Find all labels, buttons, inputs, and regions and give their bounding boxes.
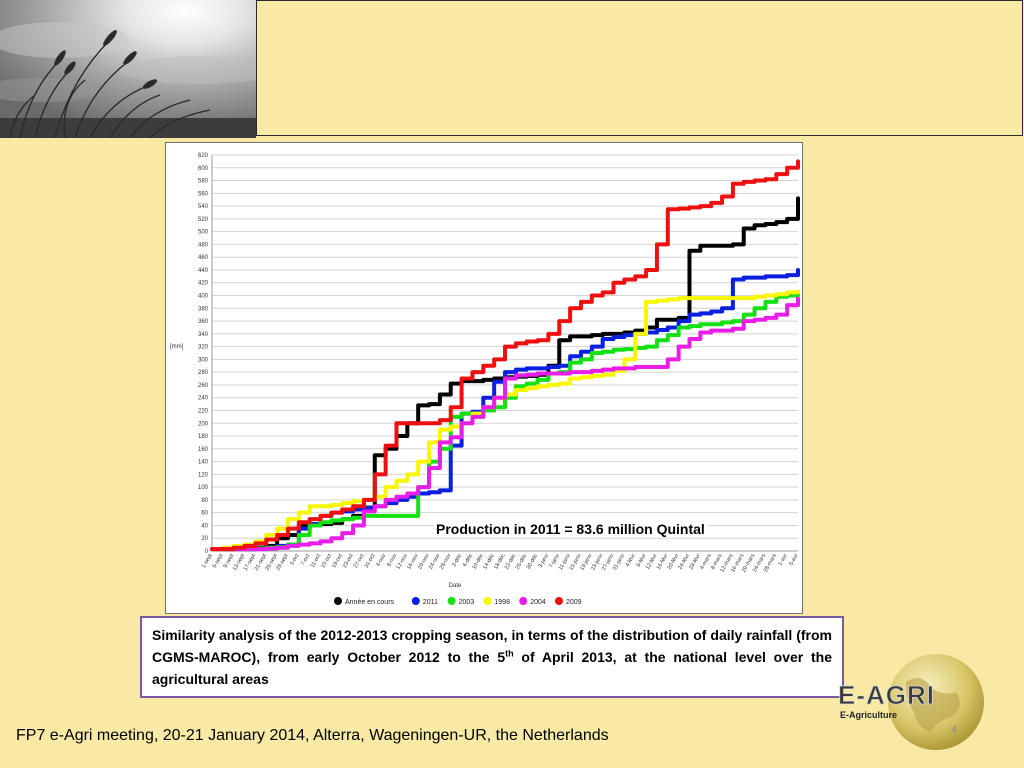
series-line [210, 159, 800, 552]
y-axis-label: [mm] [170, 344, 184, 350]
y-tick-label: 480 [198, 242, 209, 248]
y-tick-label: 100 [198, 485, 209, 491]
y-tick-label: 440 [198, 268, 209, 274]
y-tick-label: 400 [198, 294, 209, 300]
x-tick-label: 5-avr [788, 553, 800, 567]
e-agri-logo-graphic: E-AGRI E-Agriculture [838, 654, 984, 750]
x-tick-label: 1-avr [777, 553, 789, 567]
legend-label: 2009 [566, 599, 582, 606]
logo-subtitle: E-Agriculture [840, 710, 897, 720]
series-line [210, 267, 800, 552]
y-tick-label: 160 [198, 447, 209, 453]
legend-marker [411, 597, 420, 605]
legend-marker [555, 597, 563, 605]
series-line [210, 296, 800, 552]
legend-label: 2004 [530, 599, 546, 606]
chart-caption: Similarity analysis of the 2012-2013 cro… [140, 616, 844, 698]
y-tick-label: 200 [198, 421, 209, 427]
y-tick-label: 560 [198, 191, 209, 197]
series-line [210, 290, 800, 552]
legend-marker [447, 597, 456, 605]
legend-marker [519, 597, 528, 605]
x-tick-label: 28-nov [439, 553, 453, 571]
y-tick-label: 500 [198, 230, 209, 236]
legend-label: Année en cours [345, 599, 395, 606]
y-tick-label: 80 [201, 498, 208, 504]
y-tick-label: 420 [198, 281, 209, 287]
x-tick-label: 31-oct [364, 553, 377, 570]
y-tick-label: 220 [198, 408, 209, 414]
legend-label: 2003 [459, 599, 475, 606]
y-tick-label: 280 [198, 370, 209, 376]
y-tick-label: 260 [198, 383, 209, 389]
slide-title-box [256, 0, 1023, 136]
y-tick-label: 340 [198, 332, 209, 338]
y-tick-label: 60 [201, 511, 208, 517]
x-tick-label: 30-déc [526, 553, 540, 571]
x-tick-label: 7-oct [300, 553, 312, 567]
y-tick-label: 120 [198, 472, 209, 478]
legend-label: 2011 [423, 599, 438, 606]
legend-marker [483, 597, 492, 605]
logo-text: E-AGRI [838, 680, 935, 710]
footer-text: FP7 e-Agri meeting, 20-21 January 2014, … [16, 727, 609, 744]
y-tick-label: 240 [198, 396, 209, 402]
y-tick-label: 380 [198, 306, 209, 312]
caption-text-part1: Similarity analysis of the 2012-2013 cro… [152, 627, 832, 665]
rainfall-chart: 0 20 40 60 80 100 120 140 160 180 200 220 240 260 280 3… [165, 142, 803, 614]
production-annotation: Production in 2011 = 83.6 million Quinta… [434, 521, 707, 537]
y-tick-label: 300 [198, 357, 209, 363]
x-tick-label: 3-oct [289, 553, 301, 567]
legend-marker [334, 597, 342, 605]
y-tick-label: 40 [201, 523, 208, 529]
y-tick-label: 0 [205, 549, 209, 555]
y-tick-label: 140 [198, 460, 209, 466]
y-tick-label: 360 [198, 319, 209, 325]
caption-text-part2: of April 2013, at the national level ove… [152, 649, 833, 687]
y-tick-label: 580 [198, 179, 209, 185]
y-tick-label: 20 [201, 536, 208, 542]
x-axis-label: Date [449, 583, 462, 589]
y-tick-label: 540 [198, 204, 209, 210]
y-tick-label: 620 [198, 153, 209, 159]
y-tick-label: 320 [198, 345, 209, 351]
e-agri-logo: E-AGRI E-Agriculture [836, 652, 996, 752]
y-tick-label: 180 [198, 434, 209, 440]
wheat-field-photo [0, 0, 256, 138]
slide-number: 4 [951, 724, 958, 736]
rainfall-chart-svg: 0 20 40 60 80 100 120 140 160 180 200 220 240 260 280 3… [170, 153, 800, 606]
y-tick-label: 460 [198, 255, 209, 261]
wheat-field-image [0, 0, 256, 138]
y-tick-label: 520 [198, 217, 209, 223]
legend-label: 1998 [494, 599, 510, 606]
caption-superscript: th [505, 648, 514, 659]
y-tick-label: 600 [198, 166, 209, 172]
